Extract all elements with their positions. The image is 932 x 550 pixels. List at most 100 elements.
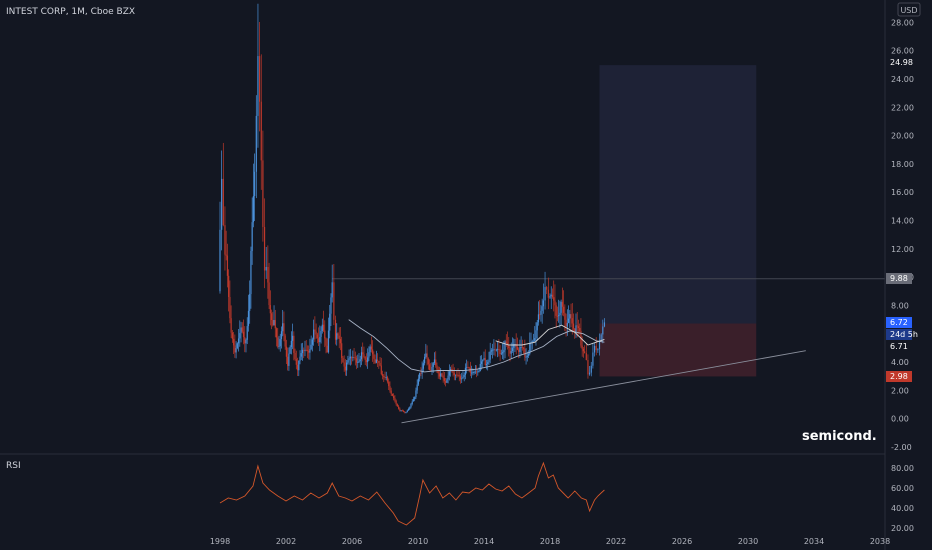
candle-body: [303, 349, 305, 351]
candle-body: [567, 318, 570, 323]
candle-body: [467, 367, 469, 369]
candle-body: [338, 335, 340, 339]
candle-body: [389, 386, 391, 391]
candle-body: [551, 294, 554, 298]
candle-body: [344, 366, 346, 371]
rsi-label: RSI: [6, 461, 21, 471]
symbol-title: INTEST CORP, 1M, Cboe BZX: [6, 7, 135, 17]
candle-body: [561, 301, 563, 307]
price-tag-bg: [886, 317, 912, 328]
price-tick-label: 14.00: [891, 217, 914, 226]
candle-body: [219, 229, 221, 292]
price-tick-label: 12.00: [891, 245, 914, 254]
candle-body: [415, 390, 417, 398]
candle-body: [461, 378, 463, 380]
candle-body: [478, 371, 480, 372]
price-tick-label: 4.00: [891, 358, 909, 367]
price-tag-bg: [886, 329, 912, 340]
candle-body: [247, 310, 250, 327]
candle-body: [396, 404, 398, 407]
candle-body: [430, 370, 432, 371]
candle-body: [321, 324, 323, 331]
candle-body: [287, 356, 289, 366]
candle-body: [505, 341, 507, 343]
candle-body: [565, 319, 567, 327]
candle-body: [589, 372, 591, 375]
candle-body: [471, 372, 473, 374]
time-tick-label: 2034: [804, 537, 824, 546]
candle-body: [579, 328, 581, 331]
candle-body: [278, 346, 280, 348]
candle-body: [395, 400, 397, 405]
candle-body: [445, 381, 447, 383]
candle-body: [355, 358, 358, 363]
candle-body: [508, 345, 510, 349]
time-tick-label: 2022: [606, 537, 626, 546]
candle-body: [228, 275, 230, 298]
candle-body: [603, 322, 606, 327]
candle-body: [234, 345, 236, 353]
moving-average-fast: [495, 324, 605, 346]
candle-body: [319, 336, 321, 343]
candle-body: [306, 349, 309, 351]
candle-body: [425, 353, 427, 358]
candle-body: [391, 393, 394, 396]
candle-body: [380, 365, 382, 375]
candle-body: [519, 347, 521, 352]
candle-body: [420, 373, 422, 374]
candle-body: [317, 338, 320, 343]
candle-body: [523, 347, 525, 349]
candle-body: [349, 356, 351, 359]
candle-body: [235, 348, 237, 353]
candle-body: [501, 352, 504, 354]
candle-body: [477, 371, 479, 373]
candle-body: [354, 357, 356, 359]
candle-body: [363, 354, 365, 357]
candle-body: [304, 349, 306, 351]
candle-body: [514, 343, 516, 345]
candle-body: [329, 313, 331, 331]
candle-body: [469, 367, 471, 373]
price-tick-label: 18.00: [891, 160, 914, 169]
candle-body: [534, 338, 536, 342]
candle-body: [493, 349, 495, 351]
candle-body: [263, 226, 266, 271]
candle-body: [398, 406, 400, 409]
candle-body: [360, 352, 363, 360]
candle-body: [529, 343, 531, 354]
candle-body: [272, 320, 274, 326]
candle-body: [244, 337, 246, 344]
time-tick-label: 1998: [210, 537, 230, 546]
candle-body: [414, 397, 416, 400]
time-tick-label: 2018: [540, 537, 560, 546]
price-tick-label: 16.00: [891, 188, 914, 197]
candle-body: [537, 314, 540, 323]
time-tick-label: 2030: [738, 537, 758, 546]
candle-body: [336, 333, 338, 340]
candle-body: [337, 333, 339, 336]
candle-body: [352, 357, 354, 359]
price-tag-label: 24d 5h: [890, 330, 918, 339]
candle-body: [236, 343, 238, 349]
candle-body: [485, 363, 488, 366]
candle-body: [480, 361, 483, 364]
candle-body: [527, 353, 530, 356]
candle-body: [242, 331, 245, 338]
candle-body: [400, 410, 402, 412]
candle-body: [463, 374, 465, 377]
candle-body: [409, 407, 411, 409]
currency-button[interactable]: USD: [897, 2, 921, 17]
candle-body: [268, 282, 270, 306]
currency-label: USD: [900, 6, 917, 15]
candle-body: [472, 372, 474, 374]
candle-body: [504, 341, 506, 351]
candle-body: [275, 328, 278, 338]
candle-body: [602, 326, 604, 335]
candle-body: [443, 378, 445, 382]
candle-body: [466, 367, 468, 369]
candle-body: [459, 376, 462, 380]
candle-body: [388, 381, 390, 387]
candle-body: [262, 160, 264, 227]
candle-body: [582, 348, 585, 352]
